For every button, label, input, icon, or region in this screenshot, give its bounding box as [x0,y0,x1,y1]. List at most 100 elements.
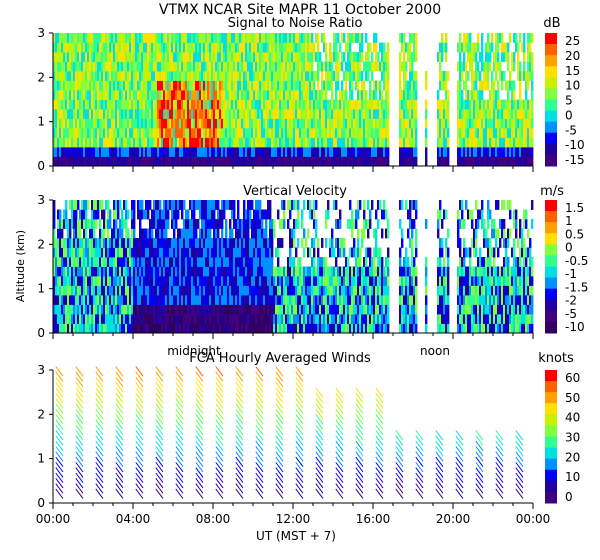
heat-cell [59,247,62,258]
heat-cell [59,128,62,138]
heat-cell [411,90,414,100]
heat-cell [143,80,146,91]
heat-cell [65,147,68,157]
heat-cell [121,295,124,305]
heat-cell [163,238,166,248]
heat-cell [85,42,88,53]
heat-cell [319,128,322,138]
heat-cell [309,247,312,258]
heat-cell [197,276,200,286]
heat-cell [65,128,68,138]
heat-cell [185,209,188,220]
heat-cell [71,323,74,334]
heat-cell [107,295,110,305]
heat-cell [403,156,406,167]
heat-cell [337,323,340,334]
heat-cell [77,314,80,324]
heat-cell [305,156,308,167]
heat-cell [351,276,354,286]
heat-cell [291,52,294,62]
heat-cell [269,118,272,129]
heat-cell [113,52,116,62]
heat-cell [133,118,136,129]
heat-cell [469,118,472,129]
heat-cell [71,52,74,62]
heat-cell [331,137,334,148]
heat-cell [85,295,88,305]
heat-cell [57,257,60,267]
heat-cell [323,304,326,315]
heat-cell [491,118,494,129]
heat-cell [73,276,76,286]
heat-cell [479,99,482,110]
heat-cell [149,109,152,119]
heat-cell [95,323,98,334]
heat-cell [71,109,74,119]
heat-cell [221,295,224,305]
heat-cell [473,80,476,91]
heat-cell [205,285,208,296]
heat-cell [115,276,118,286]
heat-cell [403,42,406,53]
heat-cell [361,323,364,334]
heat-cell [437,147,440,157]
heat-cell [93,118,96,129]
heat-cell [283,118,286,129]
heat-cell [349,80,352,91]
heat-cell [481,90,484,100]
heat-cell [153,147,156,157]
heat-cell [329,99,332,110]
heat-cell [479,71,482,81]
heat-cell [339,147,342,157]
heat-cell [183,118,186,129]
heat-cell [259,42,262,53]
heat-cell [163,52,166,62]
heat-cell [117,228,120,239]
heat-cell [205,238,208,248]
heat-cell [235,323,238,334]
heat-cell [163,109,166,119]
heat-cell [243,257,246,267]
heat-cell [113,285,116,296]
heat-cell [375,228,378,239]
heat-cell [315,200,318,210]
heat-cell [409,33,412,43]
heat-cell [461,90,464,100]
heat-cell [349,61,352,72]
heat-cell [73,109,76,119]
heat-cell [351,219,354,229]
heat-cell [75,90,78,100]
heat-cell [97,323,100,334]
heat-cell [299,257,302,267]
heat-cell [57,99,60,110]
heat-cell [273,90,276,100]
heat-cell [339,137,342,148]
heat-cell [105,323,108,334]
heat-cell [375,99,378,110]
heat-cell [187,304,190,315]
heat-cell [167,61,170,72]
heat-cell [487,109,490,119]
heat-cell [107,52,110,62]
heat-cell [181,71,184,81]
heat-cell [503,71,506,81]
heat-cell [205,128,208,138]
heat-cell [361,266,364,277]
heat-cell [133,147,136,157]
heat-cell [291,80,294,91]
heat-cell [179,238,182,248]
heat-cell [61,71,64,81]
heat-cell [403,61,406,72]
heat-cell [353,314,356,324]
heat-cell [251,238,254,248]
heat-cell [319,137,322,148]
heat-cell [97,314,100,324]
heat-cell [217,80,220,91]
heat-cell [361,276,364,286]
heat-cell [127,118,130,129]
heat-cell [187,109,190,119]
heat-cell [255,200,258,210]
heat-cell [165,33,168,43]
heat-cell [257,71,260,81]
heat-cell [213,295,216,305]
